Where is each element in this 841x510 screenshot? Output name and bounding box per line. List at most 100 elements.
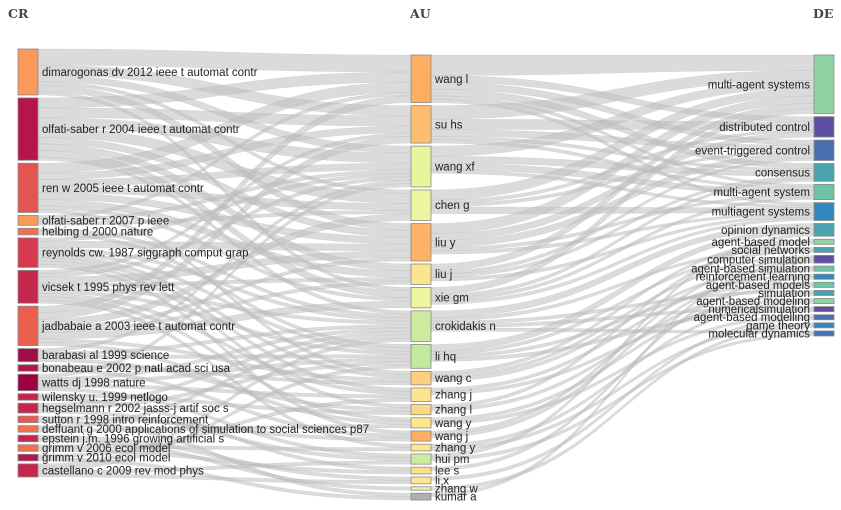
node-au[interactable]: [410, 310, 432, 342]
node-cr[interactable]: [17, 453, 39, 462]
node-label-au: chen g: [435, 200, 470, 212]
node-cr[interactable]: [17, 348, 39, 363]
node-de[interactable]: [813, 163, 835, 182]
node-cr[interactable]: [17, 305, 39, 346]
node-label-cr: hegselmann r 2002 jasss-j artif soc s: [42, 403, 229, 415]
node-label-cr: grimm v 2006 ecol model: [42, 443, 170, 455]
node-label-cr: ren w 2005 ieee t automat contr: [42, 183, 204, 195]
node-au[interactable]: [410, 492, 432, 501]
node-label-au: zhang j: [435, 390, 472, 402]
node-de[interactable]: [813, 139, 835, 161]
node-de[interactable]: [813, 255, 835, 264]
node-label-de: multiagent systems: [712, 207, 811, 219]
node-au[interactable]: [410, 263, 432, 285]
node-de[interactable]: [813, 54, 835, 115]
node-au[interactable]: [410, 54, 432, 104]
node-de[interactable]: [813, 183, 835, 201]
node-cr[interactable]: [17, 463, 39, 478]
node-de[interactable]: [813, 314, 835, 321]
node-label-cr: wilensky u. 1999 netlogo: [41, 392, 168, 404]
node-label-au: xie gm: [435, 293, 469, 305]
node-cr[interactable]: [17, 48, 39, 96]
node-label-au: liu j: [435, 269, 452, 281]
node-au[interactable]: [410, 370, 432, 386]
node-de[interactable]: [813, 273, 835, 280]
node-de[interactable]: [813, 306, 835, 313]
node-cr[interactable]: [17, 402, 39, 414]
node-cr[interactable]: [17, 393, 39, 401]
node-label-cr: castellano c 2009 rev mod phys: [42, 465, 204, 477]
node-au[interactable]: [410, 443, 432, 452]
node-au[interactable]: [410, 486, 432, 491]
node-label-de: multi-agent systems: [708, 79, 811, 91]
node-de[interactable]: [813, 202, 835, 221]
node-de[interactable]: [813, 322, 835, 329]
node-de[interactable]: [813, 281, 835, 288]
node-de[interactable]: [813, 238, 835, 245]
node-au[interactable]: [410, 430, 432, 442]
node-au[interactable]: [410, 417, 432, 429]
node-label-de: social networks: [731, 245, 810, 257]
node-de[interactable]: [813, 265, 835, 272]
node-label-au: wang y: [434, 418, 472, 430]
node-de[interactable]: [813, 223, 835, 237]
node-label-au: wang xf: [434, 162, 475, 174]
node-cr[interactable]: [17, 162, 39, 213]
node-au[interactable]: [410, 344, 432, 369]
links-layer: [37, 48, 815, 501]
node-label-au: lee s: [435, 466, 460, 478]
node-label-de: consensus: [755, 167, 810, 179]
node-cr[interactable]: [17, 364, 39, 372]
node-label-de: reinforcement learning: [696, 272, 810, 284]
node-label-de: agent-based model: [712, 237, 810, 249]
column-title-au: AU: [409, 6, 431, 21]
node-label-au: crokidakis n: [435, 321, 496, 333]
node-label-cr: sutton r 1998 intro reinforcement: [42, 414, 209, 426]
node-cr[interactable]: [17, 425, 39, 433]
node-au[interactable]: [410, 466, 432, 475]
node-label-cr: grimm v 2010 ecol model: [42, 453, 170, 465]
node-au[interactable]: [410, 189, 432, 221]
node-cr[interactable]: [17, 215, 39, 226]
node-label-de: molecular dynamics: [708, 328, 810, 340]
node-au[interactable]: [410, 387, 432, 402]
node-cr[interactable]: [17, 373, 39, 392]
node-de[interactable]: [813, 116, 835, 138]
node-cr[interactable]: [17, 237, 39, 268]
node-de[interactable]: [813, 246, 835, 253]
node-cr[interactable]: [17, 434, 39, 443]
node-label-cr: jadbabaie a 2003 ieee t automat contr: [41, 321, 235, 333]
node-label-au: kumar a: [435, 492, 477, 504]
node-cr[interactable]: [17, 97, 39, 161]
node-label-au: zhang l: [435, 405, 472, 417]
node-label-de: distributed control: [719, 122, 810, 134]
node-label-au: li hq: [435, 351, 456, 363]
node-label-cr: bonabeau e 2002 p natl acad sci usa: [42, 363, 231, 375]
node-label-de: event-triggered control: [695, 145, 810, 157]
column-title-de: DE: [813, 6, 833, 21]
node-au[interactable]: [410, 476, 432, 485]
node-label-au: su hs: [435, 119, 463, 131]
node-label-au: li x: [435, 475, 449, 487]
node-label-de: agent-based modelling: [694, 312, 810, 324]
node-de[interactable]: [813, 289, 835, 296]
node-cr[interactable]: [17, 444, 39, 452]
node-label-au: zhang w: [435, 483, 479, 495]
node-cr[interactable]: [17, 227, 39, 236]
node-au[interactable]: [410, 145, 432, 188]
node-au[interactable]: [410, 223, 432, 262]
node-label-cr: barabasi al 1999 science: [42, 350, 169, 362]
node-label-de: opinion dynamics: [721, 225, 810, 237]
node-au[interactable]: [410, 453, 432, 465]
node-cr[interactable]: [17, 415, 39, 424]
node-au[interactable]: [410, 287, 432, 309]
node-au[interactable]: [410, 404, 432, 416]
node-de[interactable]: [813, 298, 835, 304]
node-label-cr: deffuant g 2000 applications of simulati…: [42, 424, 369, 436]
node-label-cr: epstein j.m. 1996 growing artificial s: [42, 433, 224, 445]
node-de[interactable]: [813, 330, 835, 337]
node-au[interactable]: [410, 105, 432, 144]
labels-layer: dimarogonas dv 2012 ieee t automat contr…: [41, 67, 810, 504]
node-cr[interactable]: [17, 270, 39, 304]
